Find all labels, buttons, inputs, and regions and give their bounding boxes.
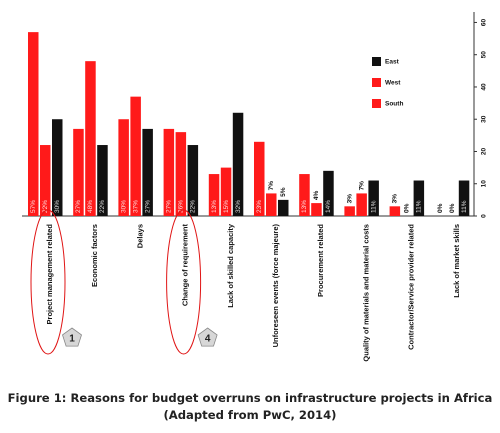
marker-number: 1	[69, 334, 75, 345]
highlight-ellipse	[30, 209, 66, 355]
marker-number: 4	[205, 334, 211, 345]
legend-swatch-south	[372, 99, 381, 108]
bar-south-project-management-related	[40, 145, 51, 216]
bar-west-quality-of-materials-and-material-costs	[344, 206, 355, 216]
bar-west-contractor-service-provider-related	[389, 206, 401, 216]
data-label: 23%	[256, 200, 263, 213]
data-label: 5%	[280, 187, 287, 197]
data-label: 30%	[54, 200, 61, 213]
data-label: 27%	[75, 200, 82, 213]
y-tick-label: 50	[481, 51, 488, 59]
caption-line-2: (Adapted from PwC, 2014)	[163, 408, 337, 422]
legend-label-east: East	[385, 59, 400, 66]
bar-east-unforeseen-events-force-majeure	[278, 199, 289, 216]
data-label: 13%	[301, 200, 308, 213]
chart-area: 0 10 20 30 40 50 60 57% 22% 30% Project management…	[22, 12, 488, 362]
bar-south-economic-factors	[85, 61, 96, 217]
data-label: 37%	[132, 200, 139, 213]
data-label: 32%	[235, 200, 242, 213]
data-label: 13%	[211, 200, 218, 213]
data-label: 0%	[437, 203, 444, 213]
x-tick-label-change-of-requirement: Change of requirement	[181, 223, 190, 306]
bar-east-project-management-related	[52, 119, 63, 216]
y-tick-label: 30	[481, 115, 488, 123]
y-tick-label: 10	[481, 180, 488, 188]
x-tick-label-economic-factors: Economic factors	[90, 224, 99, 287]
x-tick-label-unforeseen-events-force-majeure: Unforeseen events (force majeure)	[271, 224, 280, 348]
bar-west-procurement-related	[299, 174, 310, 216]
data-label: 22%	[42, 200, 49, 213]
y-tick-label: 20	[481, 147, 488, 155]
bar-east-change-of-requirement	[187, 145, 199, 216]
bar-south-procurement-related	[311, 203, 322, 216]
bar-east-lack-of-skilled-capacity	[232, 112, 244, 216]
bar-west-change-of-requirement	[163, 128, 175, 216]
bar-south-quality-of-materials-and-material-costs	[356, 193, 367, 216]
x-tick-label-lack-of-market-skills: Lack of market skills	[452, 224, 461, 298]
bar-west-delays	[118, 119, 129, 216]
caption-line-1: Figure 1: Reasons for budget overruns on…	[7, 391, 493, 405]
marker-pentagon	[62, 327, 82, 347]
data-label: 3%	[392, 194, 399, 204]
bar-west-project-management-related	[28, 32, 39, 217]
x-tick-label-quality-of-materials-and-material-costs: Quality of materials and material costs	[361, 224, 370, 362]
bar-east-economic-factors	[97, 145, 108, 216]
bar-east-quality-of-materials-and-material-costs	[368, 180, 379, 216]
data-label: 0%	[404, 203, 411, 213]
y-tick-label: 60	[481, 18, 488, 26]
data-label: 11%	[461, 200, 468, 213]
marker-pentagon	[197, 327, 218, 347]
bar-west-lack-of-skilled-capacity	[208, 174, 220, 216]
legend-label-west: West	[385, 80, 401, 87]
data-label: 3%	[346, 194, 353, 204]
data-label: 22%	[99, 200, 106, 213]
data-label: 30%	[120, 200, 127, 213]
bar-east-contractor-service-provider-related	[413, 180, 425, 216]
data-label: 11%	[416, 200, 423, 213]
x-tick-label-contractor-service-provider-related: Contractor/Service provider related	[407, 224, 416, 350]
x-tick-label-project-management-related: Project management related	[45, 224, 54, 325]
data-label: 4%	[313, 190, 320, 200]
bar-south-lack-of-skilled-capacity	[220, 167, 232, 216]
legend-swatch-west	[372, 78, 381, 87]
data-label: 11%	[370, 200, 377, 213]
data-label: 7%	[358, 181, 365, 191]
data-label: 7%	[268, 181, 275, 191]
figure-caption: Figure 1: Reasons for budget overruns on…	[0, 390, 500, 424]
bar-east-lack-of-market-skills	[458, 180, 470, 216]
data-label: 14%	[325, 200, 332, 213]
bar-south-delays	[130, 96, 141, 216]
bar-chart: 0 10 20 30 40 50 60 57% 22% 30% Project management…	[22, 12, 488, 362]
bar-west-economic-factors	[73, 128, 84, 216]
legend-label-south: South	[385, 101, 403, 108]
x-tick-label-lack-of-skilled-capacity: Lack of skilled capacity	[226, 223, 235, 308]
bar-east-procurement-related	[323, 170, 334, 216]
x-tick-label-procurement-related: Procurement related	[316, 224, 325, 297]
y-tick-label: 0	[481, 214, 488, 218]
bar-south-unforeseen-events-force-majeure	[266, 193, 277, 216]
y-tick-label: 40	[481, 83, 488, 91]
data-label: 57%	[30, 200, 37, 213]
bar-west-unforeseen-events-force-majeure	[254, 141, 265, 216]
data-label: 27%	[144, 200, 151, 213]
highlight-ellipse	[166, 209, 202, 355]
data-label: 15%	[223, 200, 230, 213]
data-label: 27%	[166, 200, 173, 213]
x-tick-label-delays: Delays	[135, 224, 144, 248]
bar-east-delays	[142, 128, 153, 216]
data-label: 22%	[190, 200, 197, 213]
data-label: 48%	[87, 200, 94, 213]
data-label: 26%	[178, 200, 185, 213]
data-label: 0%	[449, 203, 456, 213]
legend-swatch-east	[372, 57, 381, 66]
bar-south-change-of-requirement	[175, 132, 187, 216]
